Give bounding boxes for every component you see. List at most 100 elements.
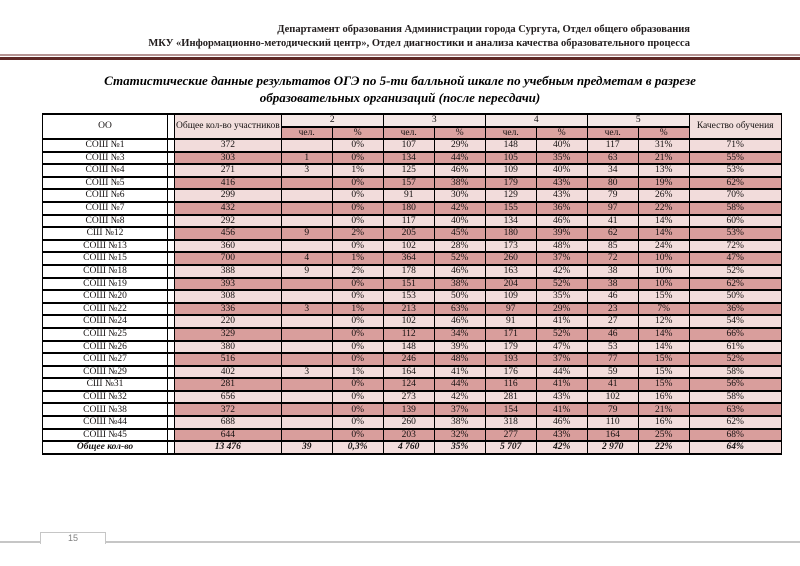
table-row: СОШ №6 299 0% 91 30% 129 43% 79 26% 70% [42, 188, 782, 203]
value-cell: 153 [382, 289, 435, 304]
value-cell: 72 [586, 251, 639, 266]
value-cell: 46% [535, 213, 588, 229]
value-cell: 13% [637, 163, 690, 178]
value-cell: 21% [637, 150, 690, 166]
value-cell: 48% [433, 352, 486, 367]
value-cell: 176 [484, 364, 537, 380]
value-cell: 10% [637, 276, 690, 292]
value-cell: 102 [586, 389, 639, 405]
value-cell: 45% [433, 226, 486, 241]
value-cell: 388 [174, 263, 282, 279]
column-gap [167, 402, 175, 418]
value-cell: 62 [586, 226, 639, 241]
table-row: СОШ №32 656 0% 273 42% 281 43% 102 16% 58% [42, 389, 782, 405]
value-cell: 0% [331, 402, 384, 418]
value-cell: 46 [586, 326, 639, 342]
value-cell: 43% [535, 427, 588, 443]
value-cell: 52% [535, 326, 588, 342]
value-cell: 55% [688, 150, 782, 166]
column-gap [167, 326, 175, 342]
value-cell: 35% [535, 289, 588, 304]
results-table: ОО Общее кол-во участников 2 3 4 5 Качес… [42, 113, 782, 455]
value-cell: 14% [637, 339, 690, 355]
table-row: СОШ №22 336 3 1% 213 63% 97 29% 23 7% 36% [42, 301, 782, 317]
value-cell [280, 326, 333, 342]
column-gap [167, 364, 175, 380]
value-cell: 46% [433, 263, 486, 279]
value-cell: 53 [586, 339, 639, 355]
value-cell: 260 [484, 251, 537, 266]
column-gap [167, 175, 175, 191]
value-cell: 4 [280, 251, 333, 266]
value-cell: 179 [484, 339, 537, 355]
value-cell: 43% [535, 389, 588, 405]
value-cell: 308 [174, 289, 282, 304]
header-percent-4: % [535, 125, 588, 140]
value-cell [280, 389, 333, 405]
value-cell: 3 [280, 301, 333, 317]
school-name: СОШ №45 [42, 427, 168, 443]
value-cell: 155 [484, 201, 537, 216]
table-row: СОШ №45 644 0% 203 32% 277 43% 164 25% 68% [42, 427, 782, 443]
value-cell: 102 [382, 238, 435, 254]
value-cell: 0% [331, 138, 384, 153]
value-cell: 164 [382, 364, 435, 380]
value-cell: 39 [280, 440, 333, 455]
value-cell: 112 [382, 326, 435, 342]
table-row: СОШ №24 220 0% 102 46% 91 41% 27 12% 54% [42, 314, 782, 329]
value-cell: 109 [484, 163, 537, 178]
value-cell: 0% [331, 238, 384, 254]
column-gap [167, 226, 175, 241]
value-cell: 15% [637, 377, 690, 392]
value-cell: 39% [433, 339, 486, 355]
totals-row: Общее кол-во 13 476 39 0,3% 4 760 35% 5 707 42%… [42, 440, 782, 455]
value-cell: 58% [688, 364, 782, 380]
column-gap [167, 201, 175, 216]
value-cell: 0% [331, 427, 384, 443]
value-cell: 43% [535, 175, 588, 191]
value-cell: 72% [688, 238, 782, 254]
value-cell: 24% [637, 238, 690, 254]
school-name: СОШ №7 [42, 201, 168, 216]
value-cell: 61% [688, 339, 782, 355]
value-cell: 154 [484, 402, 537, 418]
value-cell: 3 [280, 163, 333, 178]
value-cell: 70% [688, 188, 782, 203]
value-cell: 1% [331, 364, 384, 380]
value-cell: 432 [174, 201, 282, 216]
value-cell: 46% [535, 415, 588, 430]
table-row: СОШ №20 308 0% 153 50% 109 35% 46 15% 50% [42, 289, 782, 304]
value-cell [280, 175, 333, 191]
value-cell: 0% [331, 150, 384, 166]
school-name: СОШ №29 [42, 364, 168, 380]
value-cell: 0% [331, 326, 384, 342]
column-gap [167, 440, 175, 455]
value-cell: 38% [433, 415, 486, 430]
value-cell [280, 289, 333, 304]
column-gap [167, 289, 175, 304]
table-row: СОШ №25 329 0% 112 34% 171 52% 46 14% 66% [42, 326, 782, 342]
value-cell: 30% [433, 188, 486, 203]
value-cell: 85 [586, 238, 639, 254]
value-cell: 50% [433, 289, 486, 304]
value-cell: 48% [535, 238, 588, 254]
column-gap [167, 427, 175, 443]
value-cell: 58% [688, 389, 782, 405]
table-row: СОШ №3 303 1 0% 134 44% 105 35% 63 21% 55% [42, 150, 782, 166]
value-cell: 0,3% [331, 440, 384, 455]
value-cell: 44% [535, 364, 588, 380]
value-cell: 68% [688, 427, 782, 443]
value-cell: 63% [433, 301, 486, 317]
value-cell: 32% [433, 427, 486, 443]
divider-rule-bottom [0, 57, 800, 60]
value-cell: 29% [535, 301, 588, 317]
value-cell: 64% [688, 440, 782, 455]
value-cell: 46% [433, 163, 486, 178]
column-gap [167, 276, 175, 292]
value-cell: 179 [484, 175, 537, 191]
value-cell: 0% [331, 276, 384, 292]
header-percent-3: % [433, 125, 486, 140]
value-cell: 9 [280, 226, 333, 241]
value-cell: 13 476 [174, 440, 282, 455]
